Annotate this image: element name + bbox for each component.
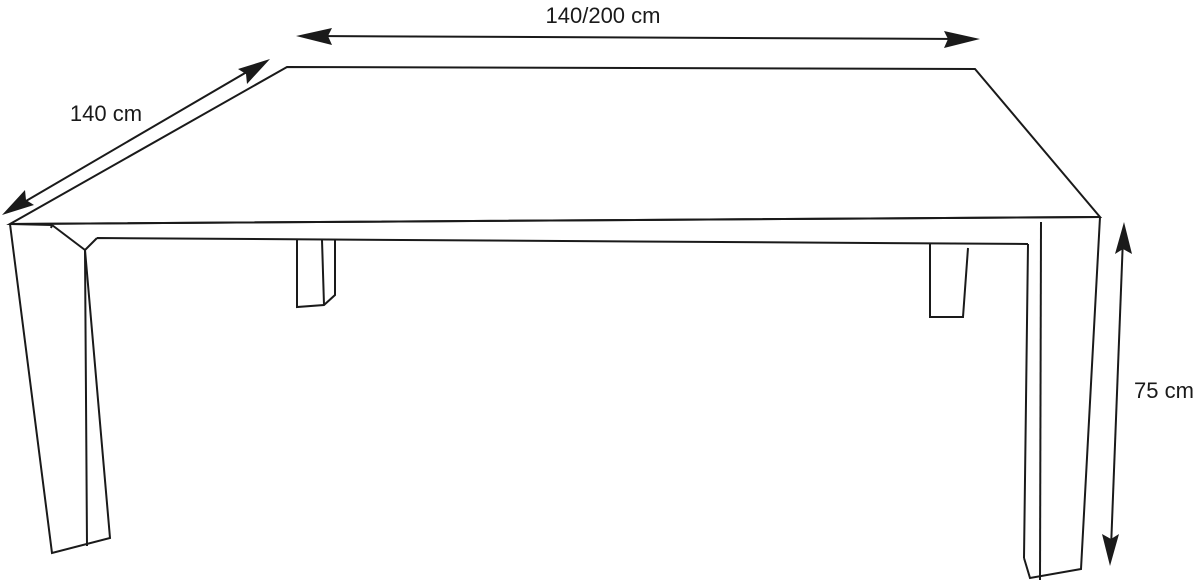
height-dimension: 75 cm [1102,222,1194,566]
depth-dimension-line [13,65,258,209]
height-dimension-line [1110,237,1124,549]
front-right-leg [1023,216,1101,581]
width-dimension: 140/200 cm [296,3,980,48]
width-arrow-left-icon [296,28,332,45]
back-left-leg [296,239,336,309]
tabletop [6,65,1103,226]
height-arrow-bottom-icon [1102,534,1119,566]
width-dimension-line [311,35,963,40]
table-apron [9,216,1101,559]
depth-arrow-bottom-icon [2,190,34,215]
depth-arrow-top-icon [238,59,270,84]
height-arrow-top-icon [1115,222,1132,254]
width-label: 140/200 cm [546,3,661,28]
front-left-leg [9,223,112,555]
back-right-leg [929,243,969,318]
width-arrow-right-icon [944,31,980,48]
height-label: 75 cm [1134,378,1194,403]
table-illustration [6,65,1103,581]
depth-label: 140 cm [70,101,142,126]
depth-dimension: 140 cm [2,59,270,215]
